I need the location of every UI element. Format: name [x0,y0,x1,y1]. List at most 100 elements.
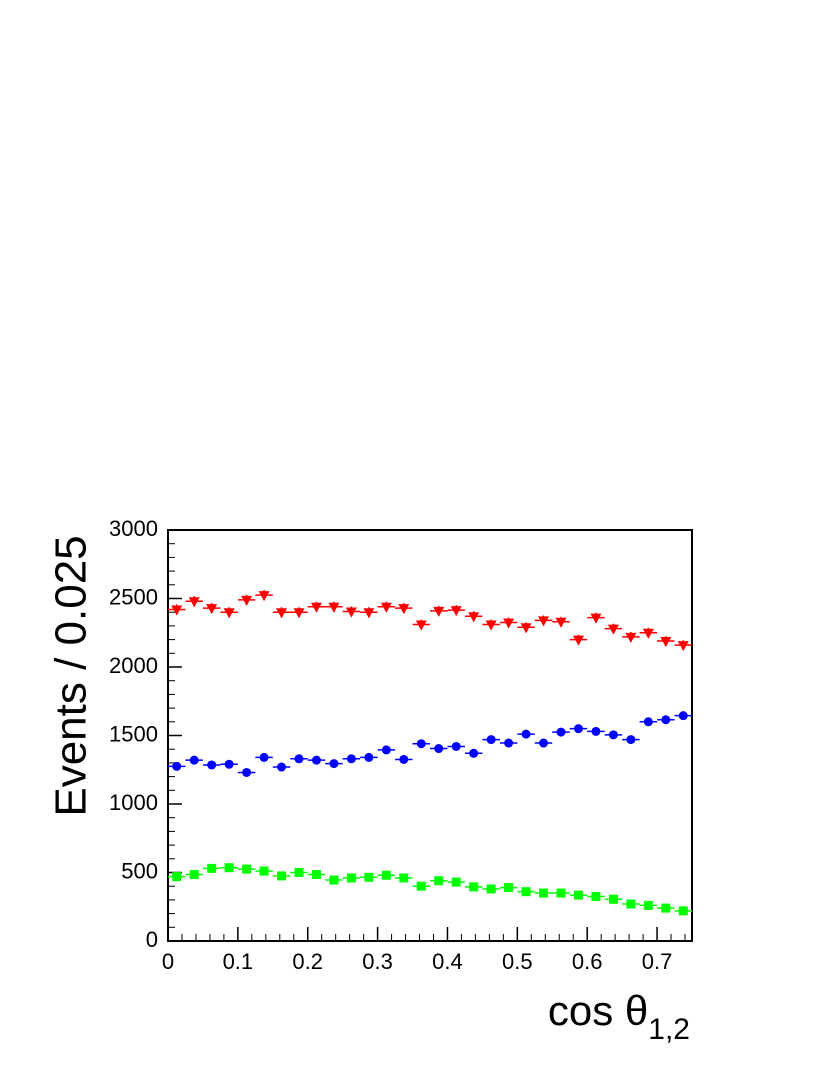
y-tick-label: 500 [121,858,158,883]
data-point [381,745,391,755]
data-point [591,726,601,736]
y-tick-label: 1500 [109,721,158,746]
data-point [608,730,618,740]
data-point [521,887,531,897]
data-point [503,618,515,629]
data-point [538,616,550,627]
data-point [381,870,391,880]
x-tick-label: 0.1 [223,949,254,974]
data-point [259,752,269,762]
data-point [677,641,689,652]
data-point [451,741,461,751]
data-point [189,755,199,765]
y-tick-label: 1000 [109,790,158,815]
data-point [380,602,392,613]
data-point [415,620,427,631]
data-point [364,872,374,882]
data-point [171,605,183,616]
data-point [241,595,253,606]
data-point [329,875,339,885]
data-point [294,754,304,764]
data-point [555,617,567,628]
x-tick-label: 0.6 [572,949,603,974]
data-point [556,727,566,737]
y-tick-label: 2000 [109,653,158,678]
data-point [172,761,182,771]
data-point [607,624,619,635]
x-tick-label: 0.4 [432,949,463,974]
data-point [556,888,566,898]
data-point [398,604,410,615]
data-point [346,873,356,883]
data-point [626,735,636,745]
data-point [416,739,426,749]
y-axis-title: Events / 0.025 [47,535,96,816]
data-point [573,890,583,900]
data-point [504,738,514,748]
data-point [539,888,549,898]
y-axis-ticks [168,529,182,942]
x-axis-ticks [167,927,686,941]
data-point [661,903,671,913]
x-tick-label: 0.2 [292,949,323,974]
data-point [224,759,234,769]
data-point [520,623,532,634]
data-point [329,759,339,769]
data-point [242,767,252,777]
data-point [223,608,235,619]
data-point [572,635,584,646]
x-axis-title: cos θ1,2 [548,987,690,1046]
data-point [345,607,357,618]
data-point [346,754,356,764]
data-point [276,608,288,619]
data-point [573,724,583,734]
data-point [207,760,217,770]
data-point [468,612,480,623]
y-tick-label: 0 [146,927,158,952]
data-point [311,755,321,765]
data-point [590,613,602,624]
y-tick-label: 2500 [109,584,158,609]
data-point [539,738,549,748]
data-point [486,735,496,745]
data-point [643,717,653,727]
data-point [434,744,444,754]
data-point [277,871,287,881]
x-axis-title-main: cos θ [548,987,648,1034]
data-point [172,872,182,882]
data-point [399,754,409,764]
y-tick-labels: 0 500 1000 1500 2000 2500 3000 [109,516,158,952]
data-point [189,870,199,880]
x-axis-title-subscript: 1,2 [648,1013,690,1046]
data-point [416,881,426,891]
data-point [242,864,252,874]
data-point [363,608,375,619]
data-point [642,628,654,639]
data-point [451,877,461,887]
data-point [310,602,322,613]
data-point [660,636,672,647]
data-point [678,711,688,721]
data-point [294,868,304,877]
data-point [450,606,462,617]
data-point [188,597,200,608]
data-point [224,863,234,873]
data-point [434,876,444,886]
data-point [258,591,270,602]
data-point [608,894,618,904]
data-point [328,602,340,613]
data-point [626,899,636,909]
data-point [364,752,374,762]
data-point [293,608,305,619]
data-point [643,900,653,910]
data-point [521,729,531,739]
series-circle [168,711,692,777]
data-point [469,748,479,758]
data-point [678,906,688,916]
data-point [485,620,497,631]
x-tick-label: 0.5 [502,949,533,974]
data-point [433,606,445,617]
data-point [591,891,601,901]
data-point [469,882,479,892]
